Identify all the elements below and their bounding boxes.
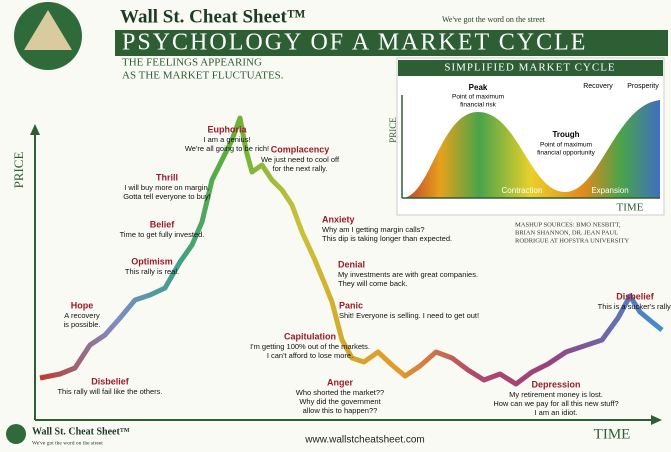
stage-caption: for the next rally. <box>273 164 328 173</box>
cycle-curve <box>402 100 660 198</box>
stage-caption: This rally will fail like the others. <box>57 387 162 396</box>
stage-title: Complacency <box>271 144 330 154</box>
stage-caption: This is a sucker's rally. <box>598 302 671 311</box>
stage-caption: Shit! Everyone is selling. I need to get… <box>339 311 479 320</box>
recovery-label: Recovery <box>583 83 613 90</box>
stage-caption: How can we pay for all this new stuff? <box>493 399 618 408</box>
trough-label: Trough <box>552 130 579 139</box>
stage-title: Disbelief <box>91 376 130 386</box>
stage-title: Thrill <box>156 172 178 182</box>
stage-caption: Time to get fully invested. <box>120 230 205 239</box>
trough-note: financial opportunity <box>537 150 596 157</box>
inset-title: Simplified Market Cycle <box>444 62 615 74</box>
stage-caption: Why did the government <box>299 397 381 406</box>
time-label: TIME <box>594 426 631 442</box>
subtitle: THE FEELINGS APPEARING <box>122 57 262 69</box>
footer-logo <box>6 424 26 444</box>
prosperity-label: Prosperity <box>627 83 659 90</box>
peak-note: financial risk <box>460 102 497 109</box>
expansion-label: Expansion <box>591 186 628 195</box>
stage-caption: I am a genius! <box>203 135 250 144</box>
stage-caption: My retirement money is lost. <box>509 390 603 399</box>
footer-tagline: We've got the word on the street <box>32 440 103 446</box>
stage-caption: Who shorted the market?? <box>296 388 384 397</box>
stage-caption: allow this to happen?? <box>303 406 378 415</box>
source: Brian Shannon, Dr. Jean Paul <box>515 229 618 236</box>
stage-caption: We're all going to be rich! <box>185 144 269 153</box>
stage-title: Hope <box>71 300 94 310</box>
subtitle: AS THE MARKET FLUCTUATES. <box>122 70 284 82</box>
url: www.wallstcheatsheet.com <box>304 435 425 446</box>
stage-title: Optimism <box>131 256 173 266</box>
stage-caption: I'm getting 100% out of the markets. <box>250 342 370 351</box>
stage-title: Disbelief <box>616 291 655 301</box>
inset-x-label: TIME <box>617 202 644 214</box>
stage-title: Anxiety <box>322 214 355 224</box>
stage-title: Anger <box>327 377 354 387</box>
brand: Wall St. Cheat Sheet™ <box>120 6 306 27</box>
stage-caption: I am an idiot. <box>535 408 578 417</box>
inset-title-band <box>398 60 663 76</box>
stage-caption: They will come back. <box>338 279 408 288</box>
arrow <box>651 415 662 425</box>
peak-note: Point of maximum <box>452 94 504 101</box>
stage-title: Euphoria <box>207 124 247 134</box>
stage-caption: Gotta tell everyone to buy! <box>123 192 211 201</box>
stage-caption: Why am I getting margin calls? <box>322 225 425 234</box>
title: Psychology of a Market Cycle <box>122 30 587 56</box>
y-axis-label: PRICE <box>11 152 26 189</box>
stage-title: Capitulation <box>284 331 336 341</box>
stage-caption: This rally is real. <box>125 267 179 276</box>
peak-label: Peak <box>469 83 488 92</box>
stage-caption: is possible. <box>63 320 100 329</box>
stage-caption: I can't afford to lose more. <box>267 351 353 360</box>
price-curve <box>39 115 664 387</box>
stage-caption: I will buy more on margin. <box>124 183 209 192</box>
stage-title: Denial <box>338 259 365 269</box>
stage-caption: A recovery <box>64 311 100 320</box>
stage-title: Belief <box>150 219 176 229</box>
logo-pyramid <box>24 10 72 50</box>
stage-caption: We just need to cool off <box>261 155 340 164</box>
footer-brand: Wall St. Cheat Sheet™ <box>32 426 130 437</box>
title-band <box>115 30 668 56</box>
source: Mashup Sources: BMO Nesbitt, <box>515 221 621 228</box>
stage-title: Panic <box>339 300 363 310</box>
stage-caption: My investments are with great companies. <box>338 270 478 279</box>
stage-caption: This dip is taking longer than expected. <box>322 234 452 243</box>
trough-note: Point of maximum <box>540 142 592 149</box>
source: Rodrigue at Hofstra University <box>515 237 629 244</box>
inset-y-label: PRICE <box>388 117 398 143</box>
arrow <box>30 124 40 135</box>
contraction-label: Contraction <box>502 186 543 195</box>
stage-title: Depression <box>531 379 580 389</box>
tagline: We've got the word on the street <box>442 15 546 24</box>
